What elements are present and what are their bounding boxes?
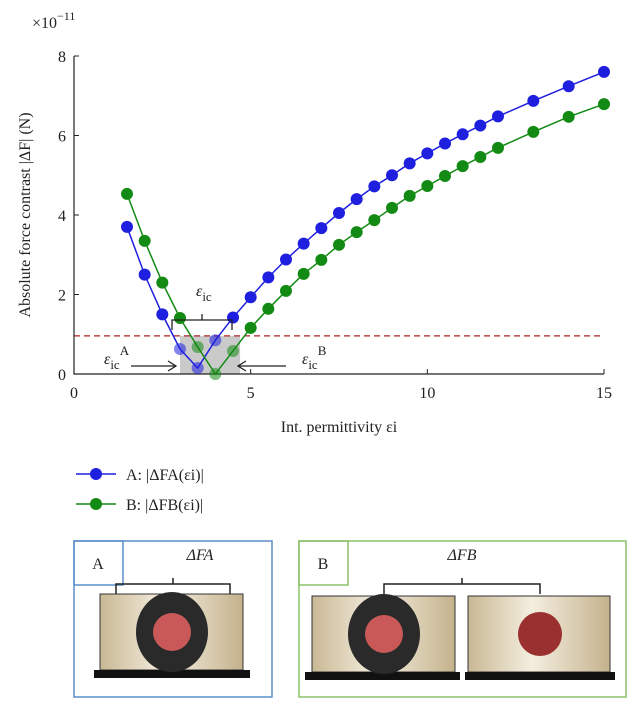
panel-b: B ΔFB xyxy=(298,540,627,698)
data-point xyxy=(562,80,575,93)
y-tick-label: 2 xyxy=(58,288,66,305)
data-point xyxy=(456,160,469,173)
y-offset: ×10−11 xyxy=(32,9,75,32)
data-point xyxy=(244,321,257,334)
data-point xyxy=(280,253,292,266)
data-point xyxy=(227,344,239,357)
data-point xyxy=(191,362,204,375)
legend-label: B: |ΔFB(εi)| xyxy=(126,497,203,514)
data-point xyxy=(456,128,469,141)
data-point xyxy=(315,222,328,235)
data-point xyxy=(209,368,222,380)
data-point xyxy=(262,271,275,284)
data-point xyxy=(121,220,133,233)
data-point xyxy=(439,137,451,150)
force-label: ΔFA xyxy=(186,547,214,564)
data-point xyxy=(156,276,169,289)
data-point xyxy=(421,147,434,160)
data-point xyxy=(138,234,151,247)
legend-marker xyxy=(90,498,102,510)
series-line xyxy=(126,103,605,376)
data-point xyxy=(598,65,610,78)
x-tick-label: 5 xyxy=(247,385,255,402)
data-point xyxy=(368,180,381,193)
data-point xyxy=(368,214,381,227)
data-point xyxy=(138,268,151,281)
x-axis-label: Int. permittivity εi xyxy=(281,419,398,436)
data-point xyxy=(156,308,169,321)
data-point xyxy=(121,187,133,200)
data-point xyxy=(403,157,416,170)
data-point xyxy=(421,179,434,192)
data-point xyxy=(474,150,487,163)
arrow xyxy=(236,360,286,372)
x-tick-label: 0 xyxy=(70,385,78,402)
annotation-main: ε xyxy=(196,283,203,300)
panel-a: A ΔFA xyxy=(73,540,273,698)
data-point xyxy=(492,141,504,154)
data-point xyxy=(244,291,257,304)
x-tick-label: 10 xyxy=(419,385,435,402)
data-point xyxy=(333,207,345,220)
annotation-sup: A xyxy=(120,343,130,358)
y-axis-label: Absolute force contrast |ΔF| (N) xyxy=(17,112,34,317)
data-point xyxy=(403,189,416,202)
force-label: ΔFB xyxy=(447,547,477,564)
brace xyxy=(171,314,233,330)
data-point xyxy=(297,237,310,250)
annotation-main: ε xyxy=(302,351,309,368)
data-point xyxy=(262,302,275,315)
annotation-sup: B xyxy=(318,343,327,358)
data-point xyxy=(527,125,540,138)
annotation-sub: ic xyxy=(110,357,120,372)
panel-label: A xyxy=(92,556,104,573)
data-point xyxy=(386,169,398,182)
data-point xyxy=(350,193,363,206)
legend-label: A: |ΔFA(εi)| xyxy=(126,467,204,484)
annotation-main: ε xyxy=(104,351,111,368)
data-point xyxy=(386,201,398,214)
data-point xyxy=(227,311,239,324)
data-point xyxy=(315,253,328,266)
y-tick-label: 4 xyxy=(58,208,66,225)
arrow xyxy=(131,360,178,372)
data-point xyxy=(492,110,504,123)
y-tick-label: 0 xyxy=(58,367,66,384)
data-point xyxy=(174,342,186,355)
data-point xyxy=(562,110,575,123)
annotation: εicB xyxy=(302,343,327,372)
data-point xyxy=(598,98,610,111)
legend-marker xyxy=(90,468,102,480)
data-point xyxy=(280,284,292,297)
data-point xyxy=(439,170,451,183)
y-tick-label: 6 xyxy=(58,129,66,146)
annotation: εic xyxy=(196,283,212,304)
data-point xyxy=(527,94,540,107)
data-point xyxy=(333,238,345,251)
x-tick-label: 15 xyxy=(596,385,612,402)
annotation: εicA xyxy=(104,343,130,372)
data-point xyxy=(350,226,363,239)
data-point xyxy=(474,119,487,132)
data-point xyxy=(209,334,222,347)
panel-label: B xyxy=(318,556,329,573)
data-point xyxy=(297,267,310,280)
data-point xyxy=(191,340,204,353)
annotation-sub: ic xyxy=(202,289,212,304)
y-tick-label: 8 xyxy=(58,49,66,66)
annotation-sub: ic xyxy=(308,357,318,372)
series-line xyxy=(126,71,605,370)
data-point xyxy=(174,311,186,324)
